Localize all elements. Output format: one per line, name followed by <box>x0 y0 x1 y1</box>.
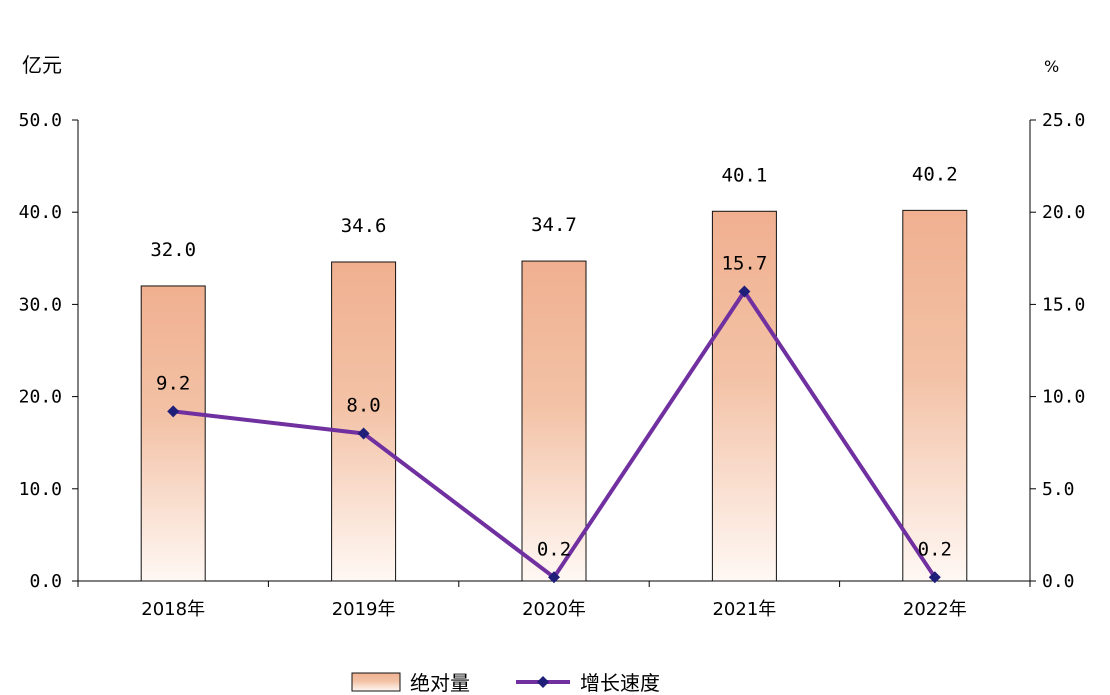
line-value-label: 15.7 <box>722 252 768 274</box>
line-point <box>167 405 180 418</box>
x-tick-label: 2019年 <box>332 599 396 620</box>
bar-value-label: 32.0 <box>150 239 196 261</box>
left-tick-label: 30.0 <box>19 294 62 315</box>
right-tick-label: 25.0 <box>1042 110 1085 131</box>
line-series <box>167 285 941 584</box>
x-tick-label: 2021年 <box>712 599 776 620</box>
legend: 绝对量 增长速度 <box>351 671 660 695</box>
left-tick-label: 0.0 <box>29 571 62 592</box>
line-point <box>738 285 751 298</box>
bar-series <box>140 209 968 582</box>
axes: 0.0 10.0 20.0 30.0 40.0 50.0 0.0 5.0 10.0 15.0 20.… <box>19 110 1086 620</box>
bar-value-labels: 32.0 34.6 34.7 40.1 40.2 <box>150 163 957 261</box>
bar <box>902 209 968 582</box>
legend-line-label: 增长速度 <box>580 671 660 695</box>
line-value-labels: 9.2 8.0 0.2 15.7 0.2 <box>156 252 952 560</box>
bar-value-label: 34.7 <box>531 214 577 236</box>
right-tick-label: 0.0 <box>1042 571 1075 592</box>
line-value-label: 0.2 <box>918 538 952 560</box>
bar-value-label: 40.1 <box>722 164 768 186</box>
legend-line-marker <box>537 676 549 688</box>
legend-bar-label: 绝对量 <box>410 671 470 695</box>
right-axis-unit: % <box>1044 57 1059 76</box>
right-tick-label: 10.0 <box>1042 387 1085 408</box>
line-value-label: 0.2 <box>537 538 571 560</box>
right-tick-label: 5.0 <box>1042 479 1075 500</box>
line-value-label: 9.2 <box>156 372 190 394</box>
bar-value-label: 34.6 <box>341 215 387 237</box>
x-tick-label: 2018年 <box>141 599 205 620</box>
line-point <box>928 571 941 584</box>
left-axis-unit: 亿元 <box>22 53 62 77</box>
line-value-label: 8.0 <box>346 394 380 416</box>
bar <box>140 285 206 582</box>
left-tick-label: 20.0 <box>19 387 62 408</box>
legend-bar-swatch <box>351 672 401 692</box>
left-tick-label: 10.0 <box>19 479 62 500</box>
x-tick-label: 2020年 <box>522 599 586 620</box>
bar-value-label: 40.2 <box>912 163 958 185</box>
left-tick-label: 40.0 <box>19 202 62 223</box>
x-tick-label: 2022年 <box>903 599 967 620</box>
left-tick-label: 50.0 <box>19 110 62 131</box>
bar <box>521 260 587 582</box>
bar <box>331 261 397 582</box>
line-point <box>548 571 560 584</box>
right-tick-label: 20.0 <box>1042 202 1085 223</box>
line-point <box>357 427 370 440</box>
right-tick-label: 15.0 <box>1042 294 1085 315</box>
bar <box>711 210 777 582</box>
